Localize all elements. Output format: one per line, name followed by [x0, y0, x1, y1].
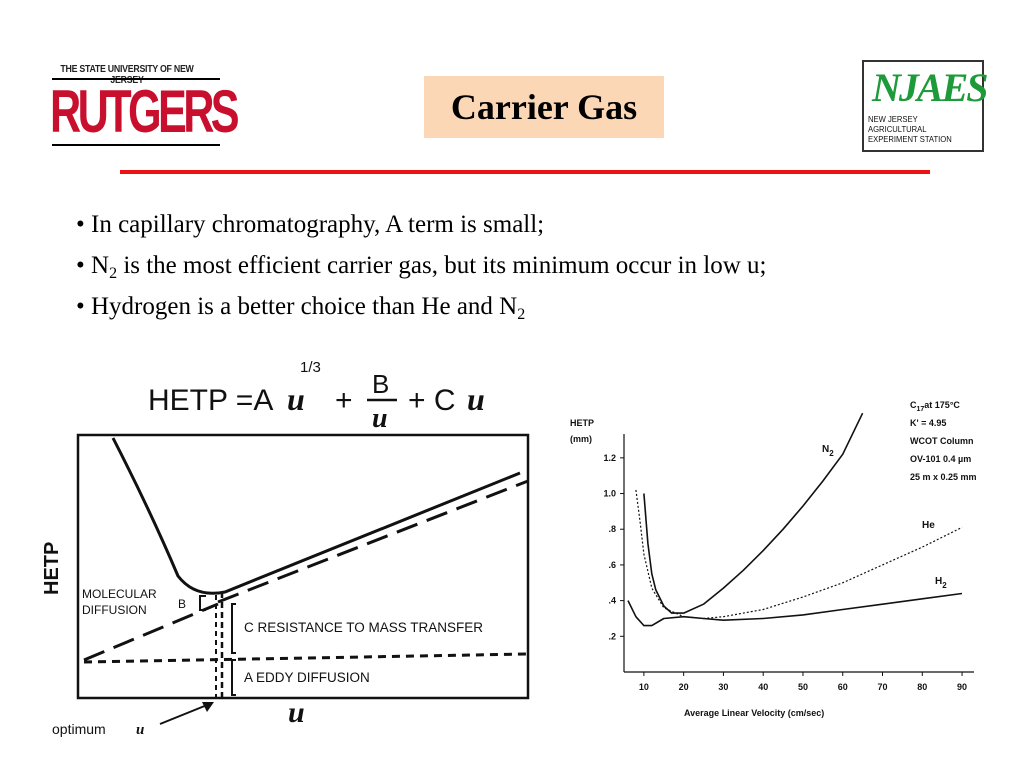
- b-label: B: [178, 597, 186, 611]
- c-term-label: C RESISTANCE TO MASS TRANSFER: [244, 620, 483, 635]
- condition-line: C17at 175°C: [910, 400, 960, 413]
- x-tick-label: 60: [838, 682, 848, 692]
- rutgers-wordmark: RUTGERS: [50, 78, 240, 145]
- equation-u2: u: [467, 381, 485, 417]
- njaes-sub-line: AGRICULTURAL: [868, 124, 927, 134]
- equation-exponent: 1/3: [300, 359, 321, 376]
- y-axis-label: HETP: [41, 542, 63, 595]
- molecular-label: MOLECULAR: [82, 587, 157, 601]
- series-line-n2: [643, 412, 864, 614]
- x-tick-label: 80: [917, 682, 927, 692]
- conditions-block: C17at 175°C K' = 4.95 WCOT Column OV-101…: [910, 400, 977, 482]
- bullet-text: • Hydrogen is a better choice than He an…: [76, 293, 518, 320]
- b-bracket: [199, 595, 206, 611]
- diagram-frame: [76, 433, 530, 700]
- x-axis-label: u: [288, 696, 305, 729]
- bullet-item: • Hydrogen is a better choice than He an…: [76, 286, 1021, 327]
- equation-u1: u: [287, 381, 305, 417]
- x-tick-label: 50: [798, 682, 808, 692]
- condition-line: 25 m x 0.25 mm: [910, 472, 977, 482]
- slide-title-text: Carrier Gas: [450, 87, 638, 127]
- optimum-label: optimum: [52, 721, 106, 737]
- series-label-h2: H2: [935, 576, 947, 590]
- hetp-velocity-chart: HETP (mm) Average Linear Velocity (cm/se…: [570, 400, 977, 718]
- bullet-item: • N2 is the most efficient carrier gas, …: [76, 245, 1021, 286]
- condition-line: OV-101 0.4 µm: [910, 454, 971, 464]
- bullet-list: • In capillary chromatography, A term is…: [76, 204, 1021, 327]
- subscript: 2: [109, 265, 118, 282]
- y-axis-title: HETP: [570, 418, 594, 428]
- njaes-subtitle: NEW JERSEY AGRICULTURAL EXPERIMENT STATI…: [868, 114, 952, 144]
- diffusion-label: DIFFUSION: [82, 603, 147, 617]
- x-tick-label: 20: [679, 682, 689, 692]
- series-label-n2: N2: [822, 444, 834, 458]
- b-term-line: [83, 602, 219, 662]
- x-tick-label: 10: [639, 682, 649, 692]
- subscript: 2: [517, 306, 526, 323]
- equation-frac-den: u: [372, 403, 388, 434]
- rutgers-top-rule: [52, 78, 220, 80]
- njaes-mark: NJAES: [872, 65, 988, 110]
- y-axis-unit: (mm): [570, 434, 592, 444]
- x-tick-label: 40: [758, 682, 768, 692]
- rutgers-university-line: THE STATE UNIVERSITY OF NEW JERSEY: [60, 64, 194, 86]
- van-deemter-diagram: HETP =A u 1/3 + B u + C u HETP MOLECULAR…: [41, 359, 530, 738]
- bullet-item: • In capillary chromatography, A term is…: [76, 204, 1021, 245]
- njaes-logo: NJAES NEW JERSEY AGRICULTURAL EXPERIMENT…: [862, 60, 988, 152]
- rutgers-bottom-rule: [52, 144, 220, 146]
- condition-line: K' = 4.95: [910, 418, 946, 428]
- hetp-curve: [111, 437, 521, 595]
- optimum-u-label: u: [136, 722, 144, 738]
- x-axis-title: Average Linear Velocity (cm/sec): [684, 708, 824, 718]
- y-tick-label: 1.2: [603, 453, 616, 463]
- a-term-label: A EDDY DIFFUSION: [244, 670, 370, 685]
- y-tick-label: .2: [608, 631, 616, 641]
- equation-frac-num: B: [372, 369, 389, 399]
- njaes-sub-line: EXPERIMENT STATION: [868, 134, 952, 144]
- series-label-he: He: [922, 520, 935, 531]
- c-bracket: [231, 603, 236, 654]
- a-term-line: [83, 652, 529, 664]
- x-tick-label: 70: [877, 682, 887, 692]
- series-line-he: [635, 489, 963, 620]
- bullet-text: • In capillary chromatography, A term is…: [76, 211, 545, 238]
- equation-lhs: HETP =A: [148, 384, 273, 417]
- a-bracket: [231, 659, 236, 696]
- njaes-sub-line: NEW JERSEY: [868, 114, 918, 124]
- equation-c-term: + C: [408, 384, 456, 417]
- bullet-text: is the most efficient carrier gas, but i…: [117, 252, 767, 279]
- series-line-h2: [627, 592, 963, 627]
- slide-title: Carrier Gas: [424, 76, 664, 138]
- y-tick-label: .6: [608, 560, 616, 570]
- y-tick-label: 1.0: [603, 489, 616, 499]
- condition-line: WCOT Column: [910, 436, 974, 446]
- rutgers-logo: THE STATE UNIVERSITY OF NEW JERSEY RUTGE…: [50, 62, 240, 150]
- equation-plus-1: +: [335, 384, 353, 417]
- x-tick-label: 30: [718, 682, 728, 692]
- title-divider: [120, 170, 930, 174]
- bullet-text: • N: [76, 252, 110, 279]
- y-tick-label: .4: [608, 596, 616, 606]
- optimum-arrowhead: [202, 702, 214, 712]
- x-tick-label: 90: [957, 682, 967, 692]
- c-term-line: [217, 479, 529, 604]
- optimum-arrow: [159, 702, 213, 725]
- y-tick-label: .8: [608, 524, 616, 534]
